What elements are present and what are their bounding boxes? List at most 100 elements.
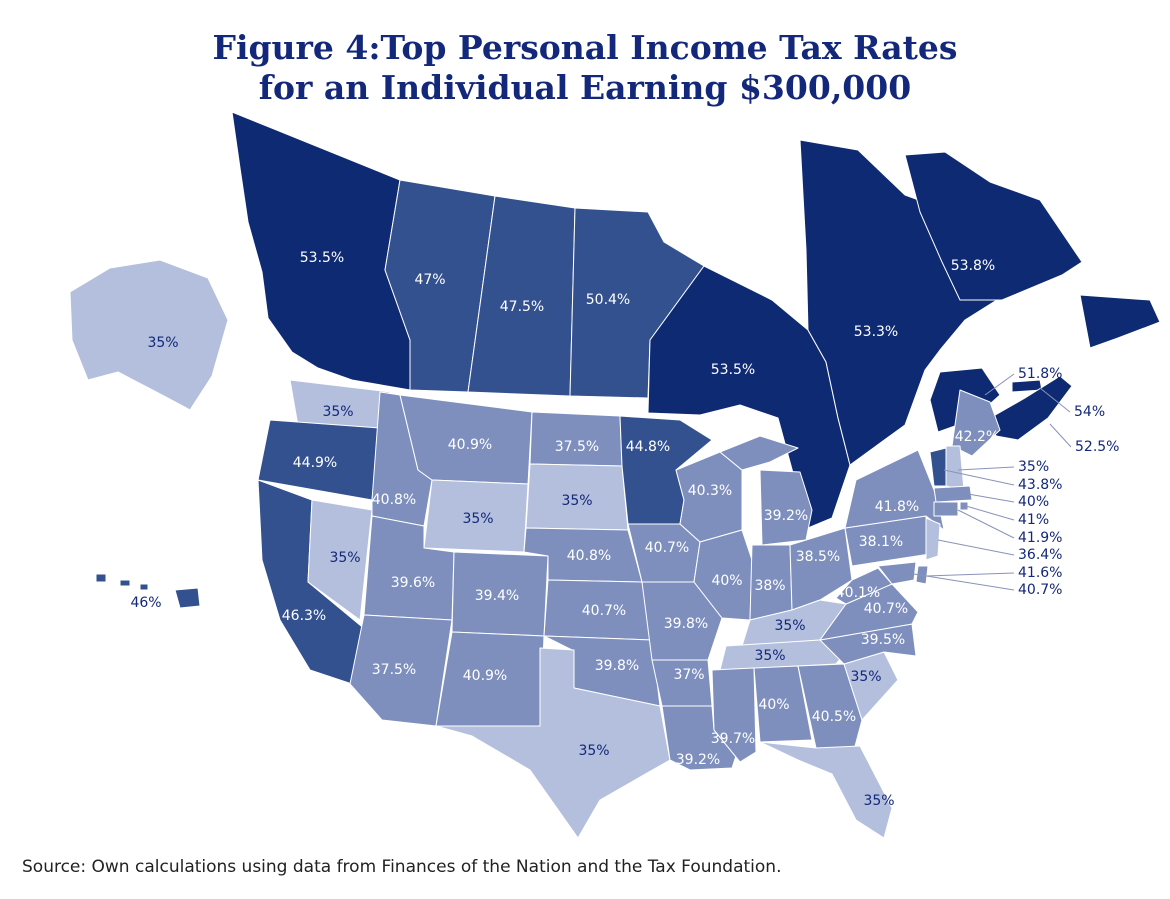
rate-label-north-carolina: 39.5% [861, 632, 905, 648]
region-michigan [759, 469, 813, 546]
rate-label-prince-edward-island: 54% [1074, 404, 1105, 420]
region-shapes [69, 111, 1161, 839]
rate-label-ohio: 38.5% [796, 549, 840, 565]
leader-line-maryland [913, 573, 1015, 591]
rate-label-alberta: 47% [414, 272, 445, 288]
region-alabama [753, 665, 813, 743]
rate-label-michigan: 39.2% [764, 508, 808, 524]
rate-label-wisconsin: 40.3% [688, 483, 732, 499]
rate-label-nevada: 35% [329, 550, 360, 566]
leader-line-rhode-island [965, 505, 1015, 521]
rate-label-south-carolina: 35% [850, 669, 881, 685]
rate-label-new-york: 41.8% [875, 499, 919, 515]
rate-label-idaho: 40.8% [372, 492, 416, 508]
rate-label-west-virginia: 40.1% [836, 585, 880, 601]
rate-label-maine: 42.2% [955, 429, 999, 445]
region-nova-scotia [989, 375, 1073, 441]
region-newfoundland-and-labrador [904, 151, 1083, 301]
leader-line-prince-edward-island [1039, 387, 1071, 413]
label-leader-lines [913, 373, 1072, 591]
region-georgia [797, 663, 863, 751]
rate-label-utah: 39.6% [391, 575, 435, 591]
leader-line-nova-scotia [1049, 423, 1072, 448]
tax-rate-map: 53.5% 47% 47.5% 50.4% 53.5% 53.3% 53.8% 51.8% 54… [69, 111, 1161, 839]
rate-label-arkansas: 37% [673, 667, 704, 683]
map-title-line-2: for an Individual Earning $300,000 [258, 68, 912, 107]
rate-label-tennessee: 35% [754, 648, 785, 664]
rate-label-nova-scotia: 52.5% [1075, 439, 1119, 455]
rate-label-colorado: 39.4% [475, 588, 519, 604]
rate-label-oklahoma: 39.8% [595, 658, 639, 674]
rate-label-ontario: 53.5% [711, 362, 755, 378]
rate-label-south-dakota: 35% [561, 493, 592, 509]
region-hawaii-3 [139, 583, 149, 591]
rate-label-alaska: 35% [147, 335, 178, 351]
rate-label-rhode-island: 41% [1018, 512, 1049, 528]
region-hawaii-2 [119, 579, 131, 587]
rate-label-new-hampshire: 35% [1018, 459, 1049, 475]
rate-label-new-brunswick: 51.8% [1018, 366, 1062, 382]
region-alaska [69, 259, 229, 411]
rate-label-texas: 35% [578, 743, 609, 759]
source-note: Source: Own calculations using data from… [22, 857, 782, 877]
leader-line-new-jersey [937, 539, 1015, 556]
region-vermont [929, 447, 947, 487]
region-hawaii-4 [174, 587, 201, 609]
rate-label-new-mexico: 40.9% [463, 668, 507, 684]
rate-label-california: 46.3% [282, 608, 326, 624]
region-maine [951, 389, 1001, 457]
rate-label-louisiana: 39.2% [676, 752, 720, 768]
region-new-hampshire [945, 445, 965, 491]
rate-label-new-jersey: 36.4% [1018, 547, 1062, 563]
rate-label-washington: 35% [322, 404, 353, 420]
rate-label-indiana: 38% [754, 578, 785, 594]
region-connecticut [933, 501, 959, 517]
region-ohio [789, 527, 853, 611]
rate-label-mississippi: 39.7% [711, 731, 755, 747]
rate-label-arizona: 37.5% [372, 662, 416, 678]
region-texas [435, 647, 671, 839]
rate-label-maryland: 40.7% [1018, 582, 1062, 598]
region-missouri [641, 581, 723, 661]
rate-label-north-dakota: 37.5% [555, 439, 599, 455]
rate-label-missouri: 39.8% [664, 616, 708, 632]
leader-line-massachusetts [967, 493, 1015, 503]
rate-label-virginia: 40.7% [864, 601, 908, 617]
rate-label-iowa: 40.7% [645, 540, 689, 556]
rate-label-illinois: 40% [711, 573, 742, 589]
rate-label-delaware: 41.6% [1018, 565, 1062, 581]
rate-label-quebec: 53.3% [854, 324, 898, 340]
region-west-virginia [835, 567, 893, 605]
rate-label-british-columbia: 53.5% [300, 250, 344, 266]
region-michigan-2 [719, 435, 799, 471]
region-labels: 53.5% 47% 47.5% 50.4% 53.5% 53.3% 53.8% 51.8% 54… [130, 250, 1119, 809]
rate-label-montana: 40.9% [448, 437, 492, 453]
region-new-jersey [925, 517, 941, 561]
rate-label-kentucky: 35% [774, 618, 805, 634]
region-newfoundland-and-labrador-2 [1079, 294, 1161, 349]
rate-label-manitoba: 50.4% [586, 292, 630, 308]
rate-label-vermont: 43.8% [1018, 477, 1062, 493]
region-rhode-island [959, 501, 969, 511]
leader-line-delaware [925, 572, 1015, 577]
region-arizona [349, 614, 453, 727]
rate-label-hawaii: 46% [130, 595, 161, 611]
region-florida [759, 741, 893, 839]
region-maryland [877, 561, 917, 585]
region-nevada [307, 499, 373, 621]
region-new-york [844, 449, 945, 531]
map-title: Figure 4:Top Personal Income Tax Rates f… [0, 28, 1170, 108]
map-title-line-1: Figure 4:Top Personal Income Tax Rates [212, 28, 958, 67]
rate-label-saskatchewan: 47.5% [500, 299, 544, 315]
rate-label-pennsylvania: 38.1% [859, 534, 903, 550]
rate-label-florida: 35% [863, 793, 894, 809]
region-massachusetts [933, 485, 973, 503]
rate-label-wyoming: 35% [462, 511, 493, 527]
rate-label-kansas: 40.7% [582, 603, 626, 619]
leader-line-connecticut [957, 509, 1015, 539]
rate-label-newfoundland-and-labrador: 53.8% [951, 258, 995, 274]
leader-line-vermont [943, 469, 1015, 486]
rate-label-nebraska: 40.8% [567, 548, 611, 564]
rate-label-connecticut: 41.9% [1018, 530, 1062, 546]
rate-label-minnesota: 44.8% [626, 439, 670, 455]
